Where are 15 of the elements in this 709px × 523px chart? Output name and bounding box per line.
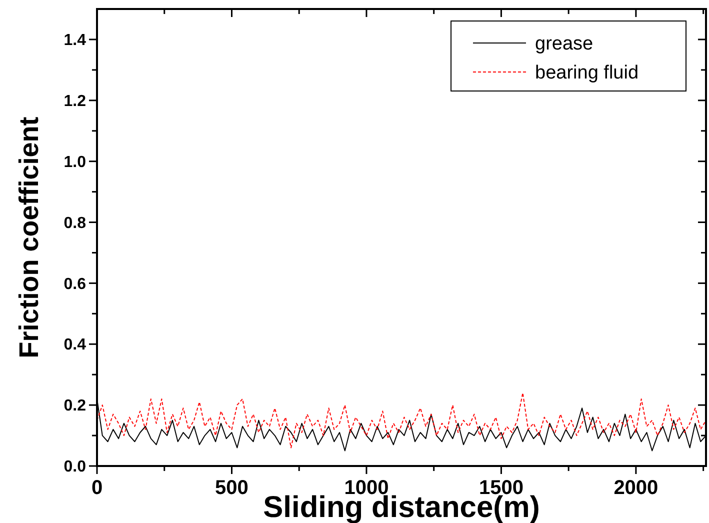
- y-tick-label: 0.0: [64, 458, 86, 476]
- y-axis-title: Friction coefficient: [14, 116, 44, 358]
- y-tick-label: 0.6: [64, 276, 86, 293]
- x-tick-label: 0: [91, 477, 103, 499]
- legend-label: bearing fluid: [535, 62, 639, 84]
- legend-label: grease: [535, 34, 594, 55]
- y-tick-label: 0.2: [64, 398, 86, 415]
- y-tick-label: 1.0: [64, 154, 86, 171]
- y-tick-label: 1.2: [64, 93, 86, 110]
- line-series: [96, 392, 706, 448]
- x-tick-label: 500: [215, 477, 248, 499]
- y-tick-label: 0.4: [64, 336, 86, 354]
- y-tick-label: 1.4: [64, 32, 86, 50]
- x-tick-label: 2000: [614, 477, 658, 499]
- y-tick-label: 0.8: [64, 214, 86, 232]
